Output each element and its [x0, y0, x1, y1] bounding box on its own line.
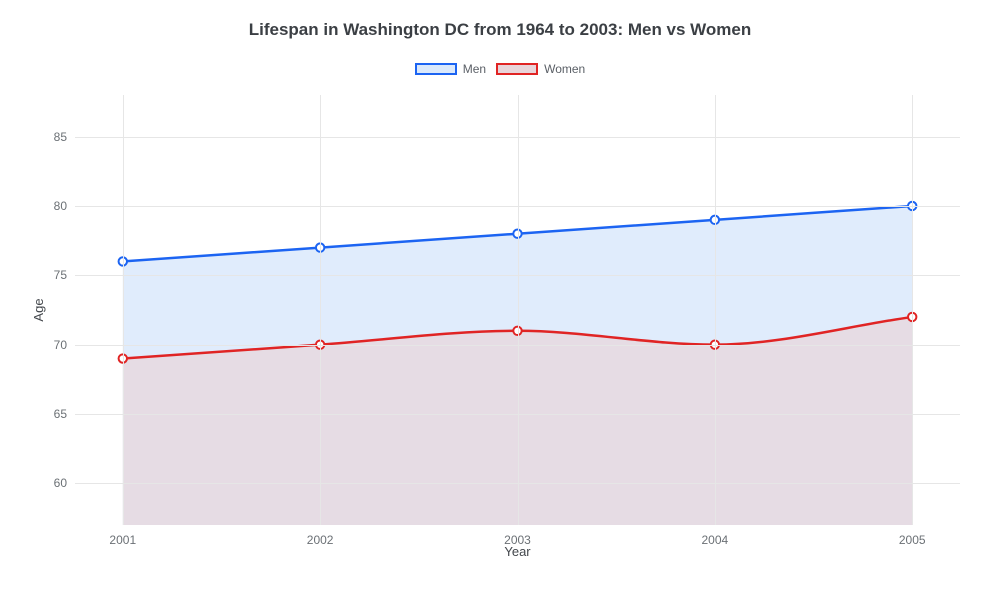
- plot-area: Age Year 6065707580852001200220032004200…: [75, 95, 960, 525]
- x-tick-label: 2005: [899, 533, 926, 547]
- y-axis-title: Age: [31, 298, 46, 321]
- chart-container: Lifespan in Washington DC from 1964 to 2…: [0, 0, 1000, 600]
- legend-swatch-men: [415, 63, 457, 75]
- x-tick-label: 2002: [307, 533, 334, 547]
- legend: Men Women: [0, 62, 1000, 76]
- x-gridline: [123, 95, 124, 525]
- x-tick-label: 2003: [504, 533, 531, 547]
- y-tick-label: 85: [54, 130, 67, 144]
- legend-label-men: Men: [463, 62, 486, 76]
- x-tick-label: 2001: [109, 533, 136, 547]
- y-tick-label: 70: [54, 338, 67, 352]
- y-tick-label: 80: [54, 199, 67, 213]
- x-gridline: [518, 95, 519, 525]
- chart-title: Lifespan in Washington DC from 1964 to 2…: [0, 20, 1000, 40]
- x-gridline: [715, 95, 716, 525]
- y-tick-label: 75: [54, 268, 67, 282]
- legend-item-men[interactable]: Men: [415, 62, 486, 76]
- x-gridline: [912, 95, 913, 525]
- y-tick-label: 60: [54, 476, 67, 490]
- x-gridline: [320, 95, 321, 525]
- x-tick-label: 2004: [701, 533, 728, 547]
- legend-label-women: Women: [544, 62, 585, 76]
- legend-item-women[interactable]: Women: [496, 62, 585, 76]
- y-tick-label: 65: [54, 407, 67, 421]
- legend-swatch-women: [496, 63, 538, 75]
